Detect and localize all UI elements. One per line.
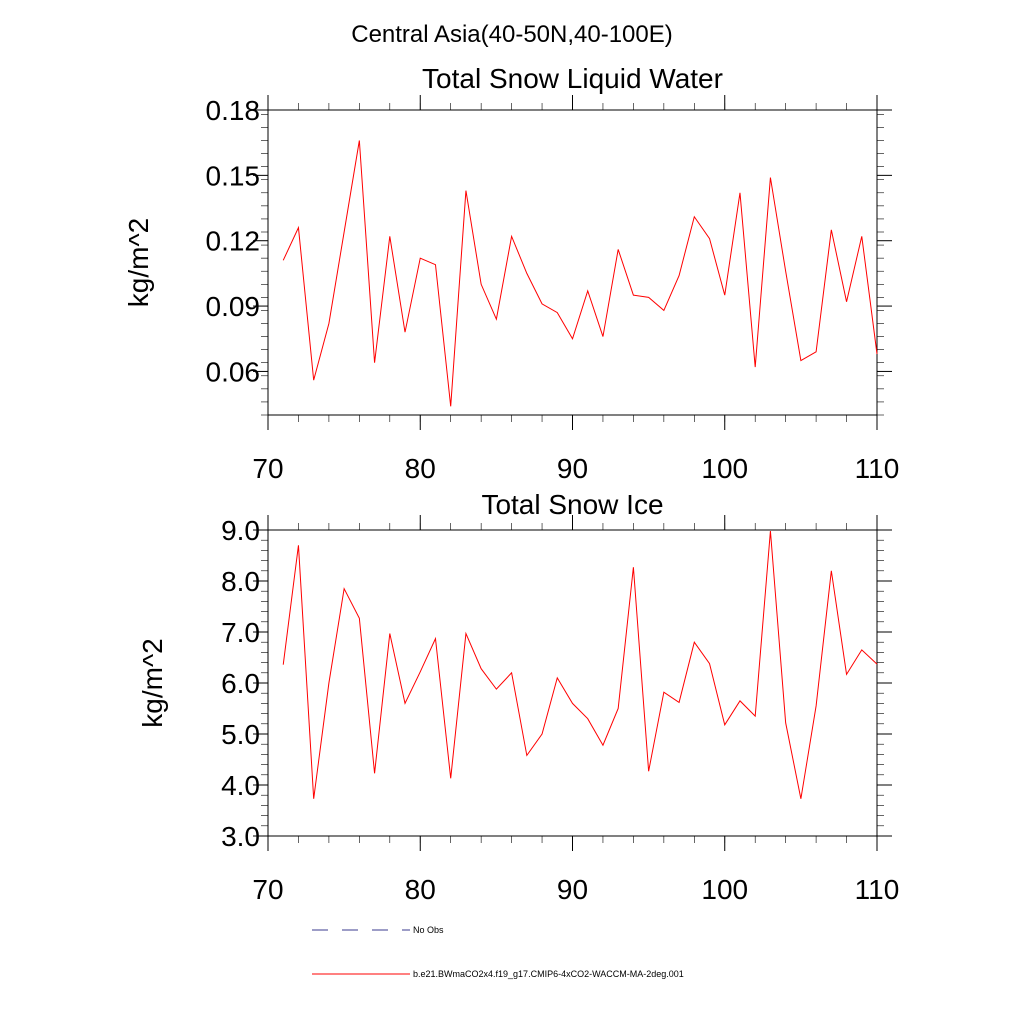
- y-tick-label: 0.12: [206, 226, 261, 257]
- plot-title: Total Snow Ice: [481, 489, 663, 520]
- legend-label-no-obs: No Obs: [413, 925, 444, 935]
- legend-entry-no-obs: No Obs: [312, 925, 444, 935]
- x-tick-label: 100: [701, 874, 748, 905]
- figure-title: Central Asia(40-50N,40-100E): [351, 21, 673, 48]
- y-tick-label: 0.09: [206, 291, 261, 322]
- x-tick-label: 70: [252, 453, 283, 484]
- legend: No Obs b.e21.BWmaCO2x4.f19_g17.CMIP6-4xC…: [312, 925, 684, 979]
- plot-title: Total Snow Liquid Water: [422, 63, 723, 94]
- series-line-0: [282, 530, 878, 799]
- x-tick-label: 80: [405, 874, 436, 905]
- x-tick-label: 110: [855, 453, 900, 484]
- y-tick-label: 0.06: [206, 356, 261, 387]
- y-tick-label: 0.15: [206, 160, 261, 191]
- series-line-0: [282, 140, 878, 407]
- y-tick-label: 9.0: [221, 515, 260, 546]
- y-tick-label: 0.18: [206, 95, 261, 126]
- y-tick-label: 6.0: [221, 668, 260, 699]
- y-tick-label: 4.0: [221, 770, 260, 801]
- y-axis-label: kg/m^2: [123, 218, 154, 307]
- legend-label-model: b.e21.BWmaCO2x4.f19_g17.CMIP6-4xCO2-WACC…: [413, 969, 684, 979]
- x-tick-label: 100: [701, 453, 748, 484]
- y-tick-label: 7.0: [221, 617, 260, 648]
- y-tick-label: 3.0: [221, 821, 260, 852]
- chart-panel-snow-liquid-water: Total Snow Liquid Water kg/m^2 70 80 90 100 11…: [123, 63, 899, 484]
- x-tick-label: 80: [405, 453, 436, 484]
- x-tick-label: 70: [252, 874, 283, 905]
- y-axis-label: kg/m^2: [137, 638, 168, 727]
- plot-frame: [267, 529, 878, 837]
- x-tick-label: 90: [557, 874, 588, 905]
- y-tick-label: 8.0: [221, 566, 260, 597]
- x-tick-label: 90: [557, 453, 588, 484]
- plot-frame: [267, 109, 878, 416]
- y-tick-label: 5.0: [221, 719, 260, 750]
- x-tick-label: 110: [855, 874, 900, 905]
- chart-panel-snow-ice: Total Snow Ice kg/m^2 70 80 90 100 110 3.0 4.0 5.…: [137, 489, 899, 905]
- legend-entry-model: b.e21.BWmaCO2x4.f19_g17.CMIP6-4xCO2-WACC…: [312, 969, 684, 979]
